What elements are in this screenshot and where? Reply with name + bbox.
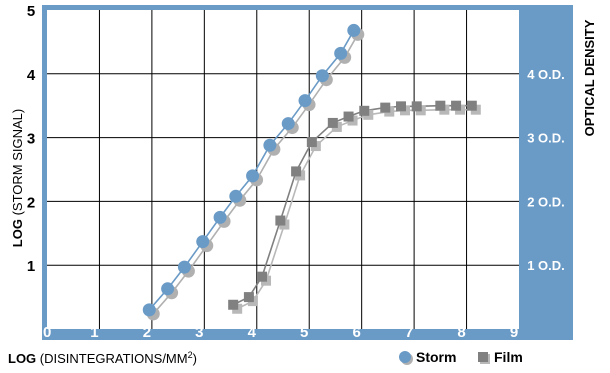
- right-tick-label: 2 O.D.: [527, 194, 565, 209]
- right-tick-label: 4 O.D.: [527, 67, 565, 82]
- storm-point: [196, 235, 210, 249]
- series-film: [228, 100, 481, 314]
- storm-point: [229, 189, 243, 203]
- plot-area: [47, 10, 519, 329]
- legend-film-label: Film: [494, 349, 523, 365]
- x-tick-label: 9: [510, 324, 518, 341]
- storm-point: [213, 210, 227, 224]
- film-point: [291, 166, 302, 177]
- x-axis-title-superscript: 2: [188, 350, 193, 360]
- film-point: [466, 100, 477, 111]
- right-tick-label: 3 O.D.: [527, 131, 565, 146]
- y-tick-label: 2: [27, 194, 35, 211]
- x-tick-label: 0: [43, 324, 51, 341]
- x-axis-title-text: (DISINTEGRATIONS/MM: [36, 351, 187, 366]
- film-point: [327, 117, 338, 128]
- x-axis-title: LOG (DISINTEGRATIONS/MM2): [8, 350, 197, 366]
- y-tick-label: 1: [27, 258, 35, 275]
- y-tick-label: 4: [27, 67, 36, 84]
- storm-point: [315, 69, 329, 83]
- x-tick-label: 2: [143, 324, 151, 341]
- film-point: [380, 102, 391, 113]
- film-point: [411, 101, 422, 112]
- film-point: [359, 105, 370, 116]
- y-axis-title-right: OPTICAL DENSITY: [582, 19, 597, 136]
- legend-film-marker: [478, 352, 488, 362]
- storm-point: [177, 260, 191, 274]
- x-axis-title-bold: LOG: [8, 351, 36, 366]
- y-axis-title-text: (STORM SIGNAL): [10, 109, 25, 219]
- film-point: [257, 271, 268, 282]
- x-tick-label: 5: [300, 324, 308, 341]
- film-point: [343, 111, 354, 122]
- y-axis-title-bold: LOG: [10, 219, 25, 247]
- x-tick-label: 4: [248, 324, 257, 341]
- legend-storm-label: Storm: [416, 349, 456, 365]
- storm-point: [246, 169, 260, 183]
- legend-storm-marker: [399, 351, 411, 363]
- film-point: [396, 101, 406, 112]
- film-point: [306, 137, 317, 148]
- storm-point: [334, 46, 348, 60]
- y-axis-title-left: LOG (STORM SIGNAL): [10, 109, 25, 247]
- film-point: [451, 100, 462, 111]
- x-axis-title-close: ): [193, 351, 197, 366]
- series-storm: [142, 23, 365, 321]
- film-point: [228, 299, 239, 310]
- y-tick-label: 5: [27, 3, 35, 20]
- storm-point: [142, 303, 156, 317]
- right-tick-label: 1 O.D.: [527, 258, 565, 273]
- storm-point: [281, 117, 295, 131]
- x-tick-label: 3: [195, 324, 203, 341]
- film-point: [275, 215, 286, 226]
- film-point: [243, 292, 254, 303]
- y-tick-label: 3: [27, 131, 35, 148]
- film-point: [435, 100, 446, 111]
- legend-item-storm: Storm: [399, 349, 456, 365]
- x-tick-label: 1: [90, 324, 98, 341]
- storm-point: [263, 138, 277, 152]
- x-tick-label: 7: [405, 324, 413, 341]
- storm-point: [347, 23, 361, 37]
- storm-point: [298, 94, 312, 108]
- x-tick-label: 6: [352, 324, 360, 341]
- x-tick-label: 8: [457, 324, 465, 341]
- legend-item-film: Film: [478, 349, 523, 365]
- storm-point: [161, 282, 175, 296]
